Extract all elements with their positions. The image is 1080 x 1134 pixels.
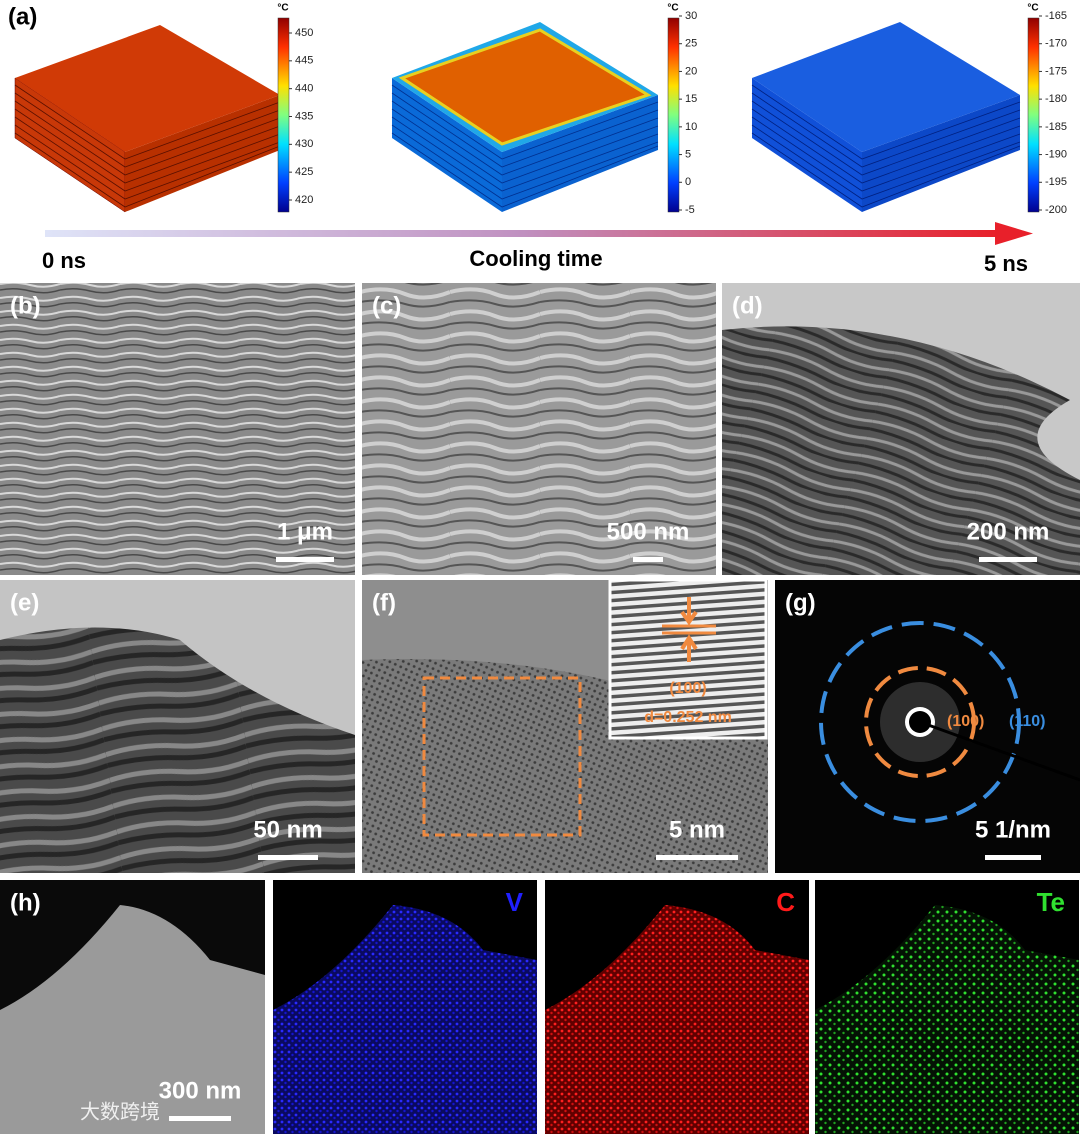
element-label: V	[506, 887, 524, 917]
colorbar-tick-label: 0	[685, 176, 691, 188]
time-start: 0 ns	[42, 248, 86, 273]
colorbar-tick-label: 30	[685, 10, 697, 22]
colorbar-tick-label: 5	[685, 148, 691, 160]
scale-bar	[985, 855, 1041, 860]
ring-label: (100)	[947, 713, 984, 730]
colorbar-unit: °C	[667, 3, 678, 14]
haadf-flake	[0, 905, 265, 1134]
colorbar	[277, 17, 290, 213]
roi-box	[422, 676, 582, 837]
axis-label: Cooling time	[469, 246, 602, 271]
colorbar-tick-label: 445	[295, 55, 313, 67]
colorbar-tick-label: 25	[685, 38, 697, 50]
scale-bar-label: 50 nm	[253, 816, 322, 843]
scale-bar-label: 5 nm	[669, 816, 725, 843]
ring-100	[864, 666, 976, 778]
panel-label: (d)	[732, 292, 763, 319]
eds-signal	[815, 905, 1079, 1134]
ring-label: (110)	[1009, 713, 1045, 730]
slab-hot	[14, 25, 281, 213]
eds-signal	[273, 905, 537, 1134]
colorbar	[667, 17, 680, 213]
colorbar-tick-label: -5	[685, 204, 695, 216]
micrograph	[362, 283, 716, 575]
colorbar-tick-label: 10	[685, 121, 697, 133]
colorbar-tick-label: -165	[1045, 10, 1067, 22]
panel-label: (c)	[372, 292, 401, 319]
colorbar-tick-label: -175	[1045, 65, 1067, 77]
colorbar-tick-label: -200	[1045, 204, 1067, 216]
colorbar-unit: °C	[277, 3, 288, 14]
colorbar-tick-label: 425	[295, 166, 313, 178]
arrow	[680, 597, 698, 662]
colorbar-tick-label: 20	[685, 65, 697, 77]
inset-plane: (100)	[669, 680, 706, 697]
scale-bar-label: 200 nm	[967, 518, 1050, 545]
scale-bar	[979, 557, 1037, 562]
scale-bar-label: 500 nm	[607, 518, 690, 545]
colorbar	[1027, 17, 1040, 213]
scale-bar-label: 1 μm	[277, 518, 333, 545]
watermark: 大数跨境	[80, 1100, 160, 1123]
panel-label: (f)	[372, 589, 396, 616]
colorbar-tick-label: -190	[1045, 148, 1067, 160]
micrograph	[0, 283, 355, 575]
time-end: 5 ns	[984, 251, 1028, 276]
colorbar-unit: °C	[1027, 3, 1038, 14]
eds-signal	[545, 905, 809, 1134]
slab-cooling	[391, 22, 659, 212]
panel-label: (e)	[10, 589, 39, 616]
scale-bar	[656, 855, 738, 860]
colorbar-tick-label: 15	[685, 93, 697, 105]
colorbar-tick-label: 430	[295, 138, 313, 150]
arrow-head	[995, 222, 1033, 245]
scale-bar	[258, 855, 318, 860]
tem-flake	[722, 326, 1080, 575]
element-label: Te	[1037, 887, 1065, 917]
colorbar-tick-label: 435	[295, 110, 313, 122]
panel-label: (b)	[10, 292, 41, 319]
scale-bar-label: 5 1/nm	[975, 816, 1051, 843]
panel-label: (g)	[785, 589, 816, 616]
beam-stop-arm	[919, 720, 1080, 782]
vacuum	[0, 580, 355, 735]
time-arrow	[45, 230, 1000, 237]
panel-label: (a)	[8, 3, 37, 30]
colorbar-tick-label: 420	[295, 194, 313, 206]
colorbar-tick-label: -180	[1045, 93, 1067, 105]
inset-spacing: d=0.252 nm	[644, 709, 732, 726]
colorbar-tick-label: 450	[295, 27, 313, 39]
slab-cold	[751, 22, 1021, 212]
scale-bar	[169, 1116, 231, 1121]
colorbar-tick-label: -195	[1045, 176, 1067, 188]
scale-bar	[633, 557, 663, 562]
element-label: C	[776, 887, 795, 917]
scale-bar-label: 300 nm	[159, 1077, 242, 1104]
colorbar-tick-label: -170	[1045, 38, 1067, 50]
colorbar-tick-label: -185	[1045, 121, 1067, 133]
colorbar-tick-label: 440	[295, 83, 313, 95]
panel-label: (h)	[10, 889, 41, 916]
ring-110	[819, 621, 1021, 823]
scale-bar	[276, 557, 334, 562]
